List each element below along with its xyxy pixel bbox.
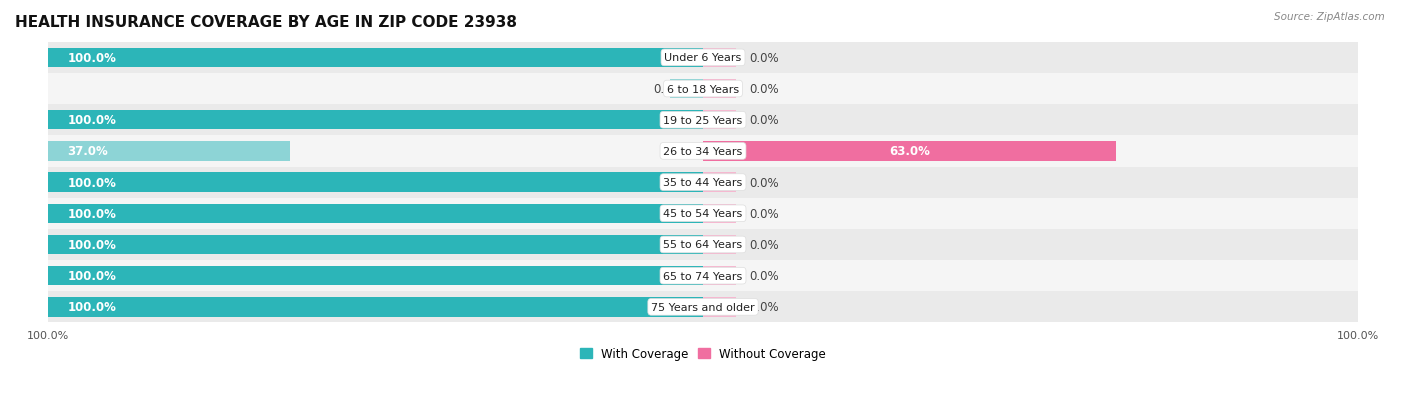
Text: Source: ZipAtlas.com: Source: ZipAtlas.com [1274,12,1385,22]
Legend: With Coverage, Without Coverage: With Coverage, Without Coverage [575,342,831,365]
Text: 0.0%: 0.0% [749,207,779,220]
Bar [48,142,290,161]
Bar [703,142,1116,161]
Text: 0.0%: 0.0% [749,238,779,252]
Bar [48,105,1358,136]
Text: 0.0%: 0.0% [654,83,683,96]
Text: 37.0%: 37.0% [67,145,108,158]
Text: 100.0%: 100.0% [67,114,117,127]
Text: 19 to 25 Years: 19 to 25 Years [664,116,742,126]
Bar [703,49,735,68]
Bar [48,173,703,192]
Bar [703,235,735,254]
Bar [703,266,735,286]
Text: 0.0%: 0.0% [749,301,779,313]
Text: 26 to 34 Years: 26 to 34 Years [664,147,742,157]
Bar [48,204,703,223]
Bar [48,229,1358,261]
Bar [703,80,735,99]
Text: 63.0%: 63.0% [889,145,929,158]
Bar [48,74,1358,105]
Text: 45 to 54 Years: 45 to 54 Years [664,209,742,219]
Bar [48,136,1358,167]
Bar [48,266,703,286]
Bar [703,173,735,192]
Bar [48,261,1358,292]
Text: Under 6 Years: Under 6 Years [665,53,741,63]
Text: HEALTH INSURANCE COVERAGE BY AGE IN ZIP CODE 23938: HEALTH INSURANCE COVERAGE BY AGE IN ZIP … [15,15,517,30]
Bar [48,198,1358,229]
Text: 100.0%: 100.0% [67,176,117,189]
Text: 100.0%: 100.0% [67,270,117,282]
Text: 0.0%: 0.0% [749,270,779,282]
Bar [703,111,735,130]
Text: 0.0%: 0.0% [749,114,779,127]
Bar [48,111,703,130]
Bar [48,292,1358,323]
Text: 100.0%: 100.0% [67,301,117,313]
Text: 0.0%: 0.0% [749,176,779,189]
Text: 35 to 44 Years: 35 to 44 Years [664,178,742,188]
Text: 65 to 74 Years: 65 to 74 Years [664,271,742,281]
Text: 55 to 64 Years: 55 to 64 Years [664,240,742,250]
Bar [48,235,703,254]
Text: 0.0%: 0.0% [749,83,779,96]
Bar [48,49,703,68]
Bar [703,204,735,223]
Text: 6 to 18 Years: 6 to 18 Years [666,84,740,94]
Text: 100.0%: 100.0% [67,238,117,252]
Text: 75 Years and older: 75 Years and older [651,302,755,312]
Bar [48,43,1358,74]
Text: 0.0%: 0.0% [749,52,779,65]
Text: 100.0%: 100.0% [67,207,117,220]
Bar [48,167,1358,198]
Bar [48,297,703,317]
Bar [703,297,735,317]
Text: 100.0%: 100.0% [67,52,117,65]
Bar [671,80,703,99]
